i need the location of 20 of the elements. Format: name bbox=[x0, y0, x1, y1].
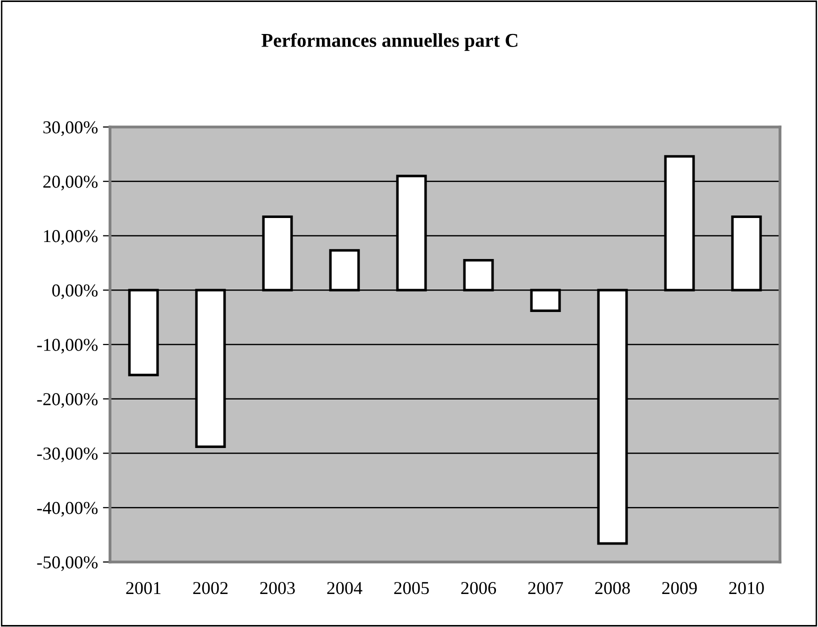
x-tick-label: 2008 bbox=[595, 582, 630, 594]
x-tick-label: 2004 bbox=[327, 582, 362, 594]
x-tick-label: 2002 bbox=[193, 582, 228, 594]
x-tick-label: 2006 bbox=[461, 582, 496, 594]
y-tick-label: 0,00% bbox=[52, 284, 98, 300]
x-tick-label: 2003 bbox=[260, 582, 295, 594]
x-tick-label: 2007 bbox=[528, 582, 564, 594]
y-tick-label: -30,00% bbox=[37, 448, 98, 462]
chart-title: Performances annuelles part C bbox=[262, 33, 518, 51]
y-tick-label: 10,00% bbox=[44, 230, 98, 245]
y-tick-label: -20,00% bbox=[37, 393, 98, 408]
y-tick-label: -10,00% bbox=[37, 338, 98, 354]
y-tick-label: -40,00% bbox=[37, 502, 98, 517]
x-tick-label: 2010 bbox=[729, 582, 764, 594]
x-tick-label: 2009 bbox=[662, 582, 697, 594]
x-tick-label: 2005 bbox=[394, 582, 429, 594]
x-tick-label: 2001 bbox=[126, 582, 160, 594]
y-tick-label: -50,00% bbox=[37, 556, 98, 572]
y-tick-label: 20,00% bbox=[43, 176, 98, 190]
y-tick-label: 30,00% bbox=[43, 121, 98, 136]
